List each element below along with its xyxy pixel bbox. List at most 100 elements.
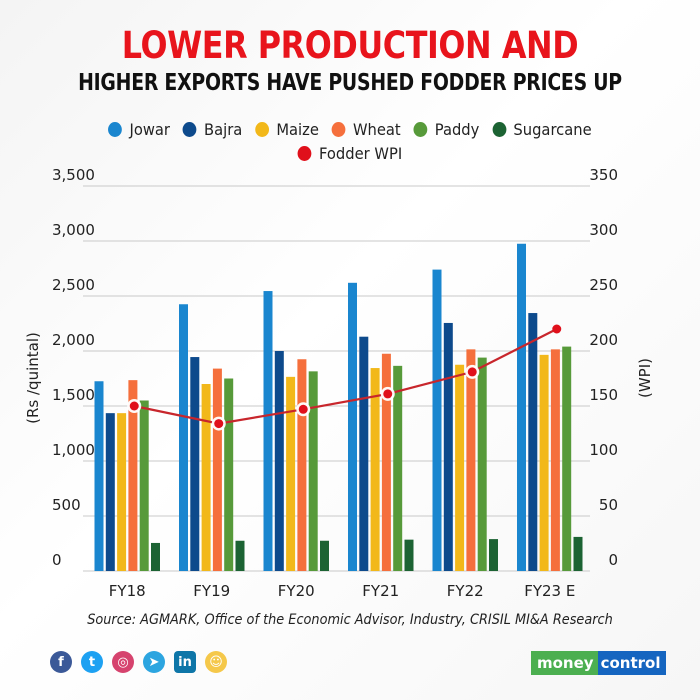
bar-maize-fy23e xyxy=(539,354,549,571)
bar-maize-fy19 xyxy=(201,384,211,571)
bar-bajra-fy18 xyxy=(105,413,115,571)
bar-jowar-fy22 xyxy=(432,269,442,571)
x-tick-label: FY19 xyxy=(193,582,230,600)
y-tick-right: 50 xyxy=(599,496,618,514)
bar-wheat-fy18 xyxy=(128,380,138,571)
bar-bajra-fy21 xyxy=(359,336,369,571)
bar-paddy-fy19 xyxy=(224,378,234,571)
legend-row-1: Jowar Bajra Maize Wheat Paddy Sugarcane xyxy=(28,120,672,139)
legend-swatch xyxy=(297,146,312,161)
legend-label: Paddy xyxy=(434,120,480,139)
source-note: Source: AGMARK, Office of the Economic A… xyxy=(87,612,613,628)
y-tick-left: 3,500 xyxy=(52,166,95,184)
wpi-point xyxy=(552,324,562,334)
legend-label: Bajra xyxy=(203,120,243,139)
bar-paddy-fy20 xyxy=(308,371,318,571)
logo-control: control xyxy=(597,651,667,675)
bar-sugarcane-fy19 xyxy=(235,540,245,571)
wpi-point xyxy=(129,401,139,411)
y-axis-label-right: (WPI) xyxy=(636,358,654,398)
twitter-icon[interactable]: t xyxy=(81,651,103,673)
legend-item-jowar: Jowar xyxy=(108,120,170,139)
wpi-point xyxy=(467,367,477,377)
moneycontrol-logo: money control xyxy=(531,651,667,675)
x-tick-label: FY21 xyxy=(362,582,399,600)
chart-area: 0 500 1,000 1,500 2,000 2,500 3,000 3,500 0 50 100… xyxy=(24,166,654,600)
bar-paddy-fy18 xyxy=(139,400,149,571)
legend-label: Wheat xyxy=(352,120,401,139)
bar-maize-fy18 xyxy=(117,413,127,571)
legend-label: Jowar xyxy=(129,120,170,139)
bar-wheat-fy23e xyxy=(550,349,560,571)
legend-item-wheat: Wheat xyxy=(331,120,401,139)
bar-maize-fy20 xyxy=(286,376,296,571)
x-tick-label: FY23 E xyxy=(524,582,575,600)
chart-title-line2: HIGHER EXPORTS HAVE PUSHED FODDER PRICES… xyxy=(78,70,622,96)
logo-money: money xyxy=(531,651,598,675)
bar-jowar-fy19 xyxy=(179,304,188,571)
x-tick-label: FY20 xyxy=(278,582,315,600)
y-tick-left: 0 xyxy=(52,551,62,569)
legend-item-fodder-wpi: Fodder WPI xyxy=(297,144,403,163)
bar-wheat-fy19 xyxy=(212,368,222,571)
x-tick-label: FY18 xyxy=(109,582,146,600)
bar-bajra-fy19 xyxy=(190,357,200,571)
bar-jowar-fy20 xyxy=(263,291,273,571)
bar-bajra-fy22 xyxy=(443,322,453,571)
bar-sugarcane-fy20 xyxy=(320,540,329,571)
linkedin-icon[interactable]: in xyxy=(174,651,196,673)
bar-bajra-fy20 xyxy=(274,351,284,571)
instagram-icon[interactable]: ◎ xyxy=(112,651,134,673)
legend-row-2: Fodder WPI xyxy=(28,144,672,163)
wpi-point xyxy=(298,404,308,414)
y-tick-right: 250 xyxy=(589,276,618,294)
bar-sugarcane-fy23e xyxy=(573,536,583,571)
y-tick-right: 200 xyxy=(589,331,618,349)
y-tick-left: 2,500 xyxy=(52,276,95,294)
bar-jowar-fy18 xyxy=(94,381,104,571)
bar-wheat-fy22 xyxy=(466,349,476,571)
bar-maize-fy21 xyxy=(370,368,380,571)
y-tick-left: 3,000 xyxy=(52,221,95,239)
bar-wheat-fy21 xyxy=(381,353,391,571)
wpi-point xyxy=(214,419,224,429)
legend-label: Sugarcane xyxy=(513,120,592,139)
legend-item-paddy: Paddy xyxy=(413,120,480,139)
bar-maize-fy22 xyxy=(455,364,465,571)
y-tick-right: 150 xyxy=(589,386,618,404)
bar-jowar-fy21 xyxy=(348,282,357,571)
legend-swatch xyxy=(492,122,507,137)
y-tick-right: 350 xyxy=(589,166,618,184)
y-axis-label-left: (Rs /quintal) xyxy=(24,332,42,424)
bar-sugarcane-fy22 xyxy=(489,539,498,571)
wpi-point xyxy=(383,389,393,399)
legend-swatch xyxy=(413,122,428,137)
bar-paddy-fy21 xyxy=(393,365,403,571)
telegram-icon[interactable]: ➤ xyxy=(143,651,165,673)
legend-label: Fodder WPI xyxy=(318,144,403,163)
bar-paddy-fy22 xyxy=(477,357,487,571)
y-tick-left: 2,000 xyxy=(52,331,95,349)
legend-item-sugarcane: Sugarcane xyxy=(492,120,592,139)
y-tick-right: 0 xyxy=(608,551,618,569)
legend-item-maize: Maize xyxy=(255,120,319,139)
bar-bajra-fy23e xyxy=(528,313,538,571)
y-tick-left: 500 xyxy=(52,496,81,514)
chart-title-line1: LOWER PRODUCTION AND xyxy=(121,24,579,67)
koo-icon[interactable]: ☺ xyxy=(205,651,227,673)
legend-swatch xyxy=(331,122,346,137)
legend-label: Maize xyxy=(276,120,319,139)
y-tick-left: 1,500 xyxy=(52,386,95,404)
wpi-line xyxy=(134,328,558,425)
y-tick-right: 300 xyxy=(589,221,618,239)
legend-swatch xyxy=(108,122,123,137)
facebook-icon[interactable]: f xyxy=(50,651,72,673)
legend-item-bajra: Bajra xyxy=(182,120,243,139)
bar-sugarcane-fy18 xyxy=(151,542,160,571)
social-icons: f t ◎ ➤ in ☺ xyxy=(50,651,227,673)
bar-sugarcane-fy21 xyxy=(404,539,414,571)
y-tick-right: 100 xyxy=(589,441,618,459)
bar-wheat-fy20 xyxy=(297,359,307,571)
x-tick-label: FY22 xyxy=(447,582,484,600)
y-tick-left: 1,000 xyxy=(52,441,95,459)
